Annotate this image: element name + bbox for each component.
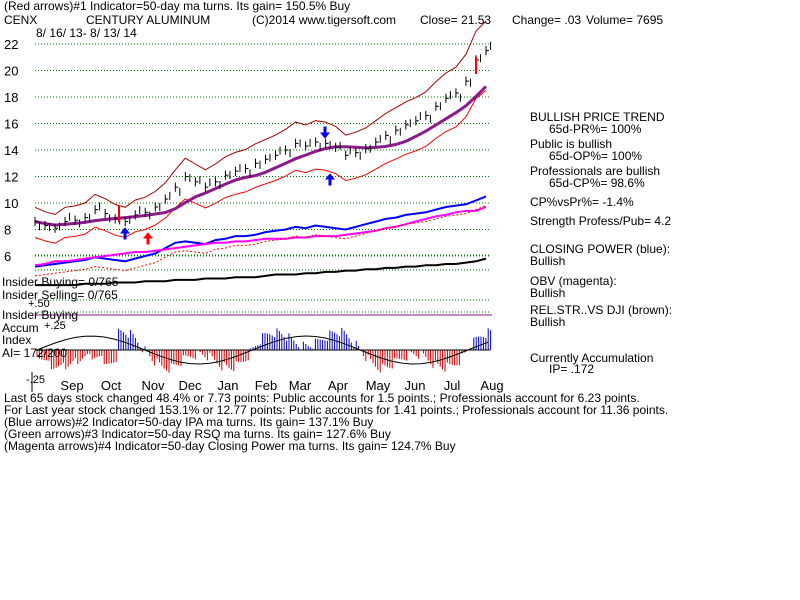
y-tick-label: 18: [4, 90, 18, 105]
month-label: Feb: [255, 378, 277, 393]
trend-title: BULLISH PRICE TREND: [530, 110, 665, 124]
y-tick-label: 14: [4, 143, 18, 158]
close-value: Close= 21.53: [420, 13, 492, 27]
footer-line-5: (Magenta arrows)#4 Indicator=50-day Clos…: [4, 439, 456, 453]
volume-value: Volume= 7695: [586, 13, 664, 27]
copyright: (C)2014 www.tigersoft.com: [252, 13, 397, 27]
company-name: CENTURY ALUMINUM: [86, 13, 211, 27]
obv-title: OBV (magenta):: [530, 274, 617, 288]
accumulation-index: [35, 327, 492, 373]
date-range: 8/ 16/ 13- 8/ 13/ 14: [36, 26, 137, 40]
accum-value: IP= .172: [549, 362, 595, 376]
closing-power-title: CLOSING POWER (blue):: [530, 242, 671, 256]
signal-arrow: [142, 232, 154, 245]
obv-line: [34, 206, 487, 267]
month-label: Apr: [328, 378, 349, 393]
y-tick-label: 16: [4, 117, 18, 132]
pro-value: 65d-CP%= 98.6%: [549, 176, 645, 190]
closing-power-line: [34, 195, 487, 268]
month-label: Jan: [218, 378, 239, 393]
change-value: Change= .03: [512, 13, 582, 27]
trend-value: 65d-PR%= 100%: [549, 122, 642, 136]
cp-trend-line: [34, 205, 487, 277]
minus-25-label: -.25: [26, 374, 45, 386]
y-tick-label: 20: [4, 64, 18, 79]
lower-band: [34, 90, 487, 244]
month-label: May: [366, 378, 391, 393]
moving-average: [34, 85, 488, 227]
relative-strength-line: [35, 257, 487, 287]
cp-vs-pr: CP%vsPr%= -1.4%: [530, 195, 634, 209]
plus-50-label: +.50: [28, 298, 50, 310]
chart-gridlines: [31, 43, 490, 392]
y-tick-label: 10: [4, 196, 18, 211]
insider-selling-label: Insider Selling= 0/765: [2, 288, 118, 302]
indicator-lines: [34, 195, 492, 316]
strength-ratio: Strength Profess/Pub= 4.2: [530, 214, 672, 228]
y-tick-label: 12: [4, 170, 18, 185]
footer-line-4: (Green arrows)#3 Indicator=50-day RSQ ma…: [4, 427, 391, 441]
month-label: Mar: [289, 378, 312, 393]
month-label: Aug: [480, 378, 503, 393]
price-bands: [34, 20, 488, 244]
month-label: Jul: [444, 378, 461, 393]
signal-arrow: [119, 227, 131, 240]
public-value: 65d-OP%= 100%: [549, 149, 643, 163]
accum-label: Accum: [2, 321, 39, 335]
y-tick-label: 6: [4, 249, 11, 264]
footer-line-3: (Blue arrows)#2 Indicator=50-day IPA ma …: [4, 415, 374, 429]
signal-arrows: [118, 57, 477, 245]
month-label: Jun: [405, 378, 426, 393]
price-bars: [34, 41, 491, 233]
closing-power-value: Bullish: [530, 254, 566, 268]
relstr-title: REL.STR..VS DJI (brown):: [530, 303, 673, 317]
index-label: Index: [2, 333, 32, 347]
y-tick-label: 8: [4, 223, 11, 238]
obv-value: Bullish: [530, 286, 566, 300]
month-label: Nov: [141, 378, 165, 393]
footer-line-2: For Last year stock changed 153.1% or 12…: [4, 403, 669, 417]
ticker-symbol: CENX: [4, 13, 38, 27]
insider-buying-label-2: Insider Buying: [2, 308, 79, 322]
indicator-1-line: (Red arrows)#1 Indicator=50-day ma turns…: [4, 0, 351, 13]
plus-25-label: +.25: [44, 320, 66, 332]
month-label: Dec: [178, 378, 202, 393]
y-axis-ticks: 22 20 18 16 14 12 10 8 6: [4, 37, 18, 264]
signal-arrow: [319, 126, 331, 139]
x-axis-months: Sep Oct Nov Dec Jan Feb Mar Apr May Jun Jul Aug: [60, 378, 503, 393]
month-label: Oct: [101, 378, 122, 393]
accum-title: Currently Accumulation: [530, 351, 654, 365]
insider-buying-label: Insider Buying= 0/765: [2, 275, 119, 289]
public-title: Public is bullish: [530, 137, 613, 151]
y-tick-label: 22: [4, 37, 18, 52]
month-label: Sep: [60, 378, 83, 393]
relstr-value: Bullish: [530, 315, 566, 329]
ai-label: AI= 172/200: [2, 346, 68, 360]
signal-arrow: [324, 173, 336, 186]
footer-line-1: Last 65 days stock changed 48.4% or 7.73…: [4, 391, 640, 405]
accum-ma: [36, 335, 489, 365]
pro-title: Professionals are bullish: [530, 164, 661, 178]
upper-band: [34, 20, 487, 216]
